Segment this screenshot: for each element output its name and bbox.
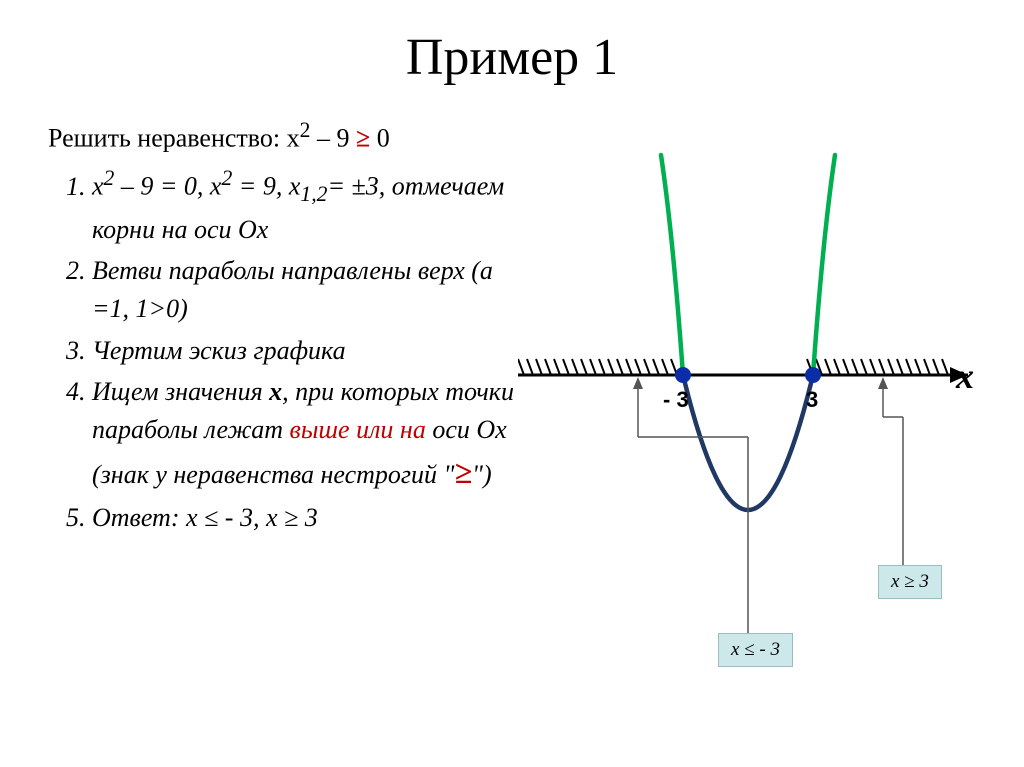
prompt-lhs: x — [287, 124, 300, 153]
s1e: Ox — [238, 215, 268, 244]
s2c: =1, 1>0) — [92, 294, 188, 323]
s4h: ≥ — [454, 454, 472, 490]
s4a: Ищем значения — [92, 377, 269, 406]
s4g: (знак у неравенства нестрогий " — [92, 460, 454, 489]
step-2: Ветви параболы направлены верх (a =1, 1>… — [92, 252, 518, 327]
prompt-rhs: 0 — [370, 124, 390, 153]
s4d: выше или на — [290, 415, 426, 444]
prompt-sign: ≥ — [356, 124, 370, 153]
s5d: ≥ — [284, 503, 298, 532]
s5c: - 3, x — [218, 503, 284, 532]
s1a: x — [92, 172, 104, 201]
s3: Чертим эскиз графика — [92, 336, 346, 365]
step-1: x2 – 9 = 0, x2 = 9, x1,2= ±3, отмечаем к… — [92, 163, 518, 248]
s1a-exp: 2 — [104, 166, 115, 190]
callout-x-ge-3: x ≥ 3 — [878, 565, 942, 599]
s1b: – 9 = 0, x — [114, 172, 221, 201]
s4b: x — [269, 377, 282, 406]
x-axis-label: x — [956, 355, 974, 397]
s5e: 3 — [298, 503, 318, 532]
s2a: Ветви параболы направлены верх ( — [92, 256, 480, 285]
svg-text:3: 3 — [806, 387, 818, 412]
problem-statement: Решить неравенство: x2 – 9 ≥ 0 — [48, 115, 518, 157]
s1c-sub: 1,2 — [300, 182, 327, 206]
prompt-mid: – 9 — [310, 124, 356, 153]
steps-list: x2 – 9 = 0, x2 = 9, x1,2= ±3, отмечаем к… — [48, 163, 518, 536]
step-3: Чертим эскиз графика — [92, 332, 518, 370]
svg-text:- 3: - 3 — [663, 387, 689, 412]
s1b-exp: 2 — [221, 166, 232, 190]
s5a: Ответ: x — [92, 503, 204, 532]
s2b: a — [480, 256, 493, 285]
text-column: Решить неравенство: x2 – 9 ≥ 0 x2 – 9 = … — [48, 115, 518, 675]
prompt-pre: Решить неравенство: — [48, 124, 287, 153]
graph-column: - 3 3 x x ≤ - 3 x ≥ 3 — [518, 115, 976, 675]
step-5: Ответ: x ≤ - 3, x ≥ 3 — [92, 499, 518, 537]
s4e: оси — [426, 415, 477, 444]
slide-title: Пример 1 — [48, 28, 976, 87]
s5b: ≤ — [204, 503, 218, 532]
s4f: Ox — [476, 415, 506, 444]
prompt-exp: 2 — [300, 118, 311, 142]
s4i: ") — [472, 460, 492, 489]
step-4: Ищем значения x, при которых точки параб… — [92, 373, 518, 495]
callout-x-le-minus3: x ≤ - 3 — [718, 633, 793, 667]
s1c: = 9, x — [232, 172, 300, 201]
